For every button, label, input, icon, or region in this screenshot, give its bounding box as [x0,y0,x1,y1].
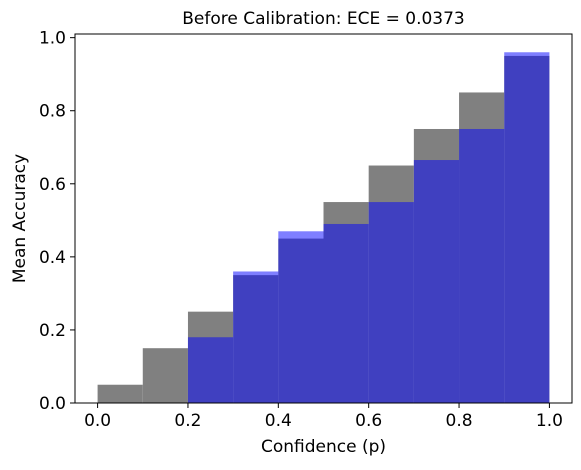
x-tick-label: 0.2 [174,411,201,431]
x-tick-label: 0.6 [355,411,382,431]
y-tick-label: 0.4 [39,248,66,268]
x-tick-label: 0.8 [446,411,473,431]
bar-series2-bin5 [278,231,324,403]
bar-series2-bin9 [459,128,505,403]
y-tick-label: 0.0 [39,394,66,414]
bar-series2-bin3 [187,337,234,403]
y-tick-label: 0.8 [39,102,66,122]
bar-series1-bin2 [142,348,188,403]
bar-series2-bin10 [504,52,550,403]
bar-series2-bin7 [368,202,414,403]
bar-series2-bin4 [233,271,279,403]
bar-series2-bin8 [413,160,460,403]
x-tick-label: 0.0 [84,411,111,431]
x-axis-ticks: 0.0 0.2 0.4 0.6 0.8 1.0 [84,403,563,431]
bar-series1-bin1 [97,384,143,403]
bars-layer [97,52,550,404]
bar-series2-bin6 [323,223,369,403]
y-axis-ticks: 0.0 0.2 0.4 0.6 0.8 1.0 [39,29,75,414]
y-tick-label: 0.2 [39,321,66,341]
plot-frame [74,33,573,404]
y-tick-label: 0.6 [39,175,66,195]
x-axis-label: Confidence (p) [261,437,386,457]
y-axis-label: Mean Accuracy [10,154,30,283]
x-tick-label: 0.4 [265,411,292,431]
x-tick-label: 1.0 [536,411,563,431]
y-tick-label: 1.0 [39,29,66,49]
chart-title: Before Calibration: ECE = 0.0373 [182,9,465,29]
